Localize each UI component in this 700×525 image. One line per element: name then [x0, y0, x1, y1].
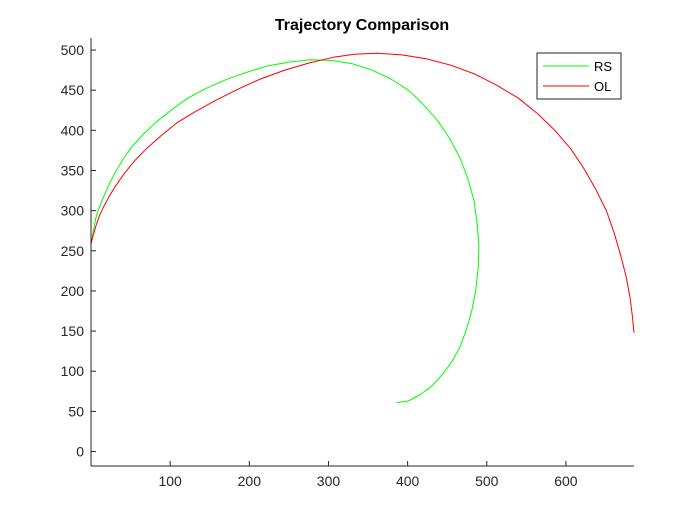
- series-line-rs: [90, 59, 480, 452]
- y-tick-label: 50: [68, 403, 84, 419]
- x-tick-label: 500: [475, 473, 499, 489]
- plot-area: 100 200 300 400 500 600 0 50 100 150 200 250 300 350…: [61, 38, 635, 489]
- y-tick-label: 350: [61, 162, 85, 178]
- y-tick-label: 500: [61, 42, 85, 58]
- y-tick-label: 250: [61, 243, 85, 259]
- x-tick-label: 300: [317, 473, 341, 489]
- y-tick-label: 300: [61, 203, 85, 219]
- x-ticks: 100 200 300 400 500 600: [158, 461, 578, 489]
- x-tick-label: 100: [158, 473, 182, 489]
- y-tick-label: 200: [61, 283, 85, 299]
- x-tick-label: 600: [554, 473, 578, 489]
- legend-box: [536, 52, 622, 100]
- y-tick-label: 150: [61, 323, 85, 339]
- chart-title: Trajectory Comparison: [275, 17, 449, 34]
- series-line-ol: [90, 52, 635, 452]
- y-tick-label: 400: [61, 122, 85, 138]
- y-tick-label: 0: [76, 444, 84, 460]
- legend-items: RS OL: [543, 59, 612, 94]
- y-tick-label: 450: [61, 82, 85, 98]
- legend: RS OL: [536, 52, 622, 100]
- x-tick-label: 200: [238, 473, 262, 489]
- y-ticks: 0 50 100 150 200 250 300 350 400 450 500: [61, 42, 96, 460]
- x-tick-label: 400: [396, 473, 420, 489]
- series-layer: [90, 52, 635, 452]
- y-tick-label: 100: [61, 363, 85, 379]
- legend-label-rs: RS: [594, 59, 612, 74]
- legend-label-ol: OL: [594, 79, 611, 94]
